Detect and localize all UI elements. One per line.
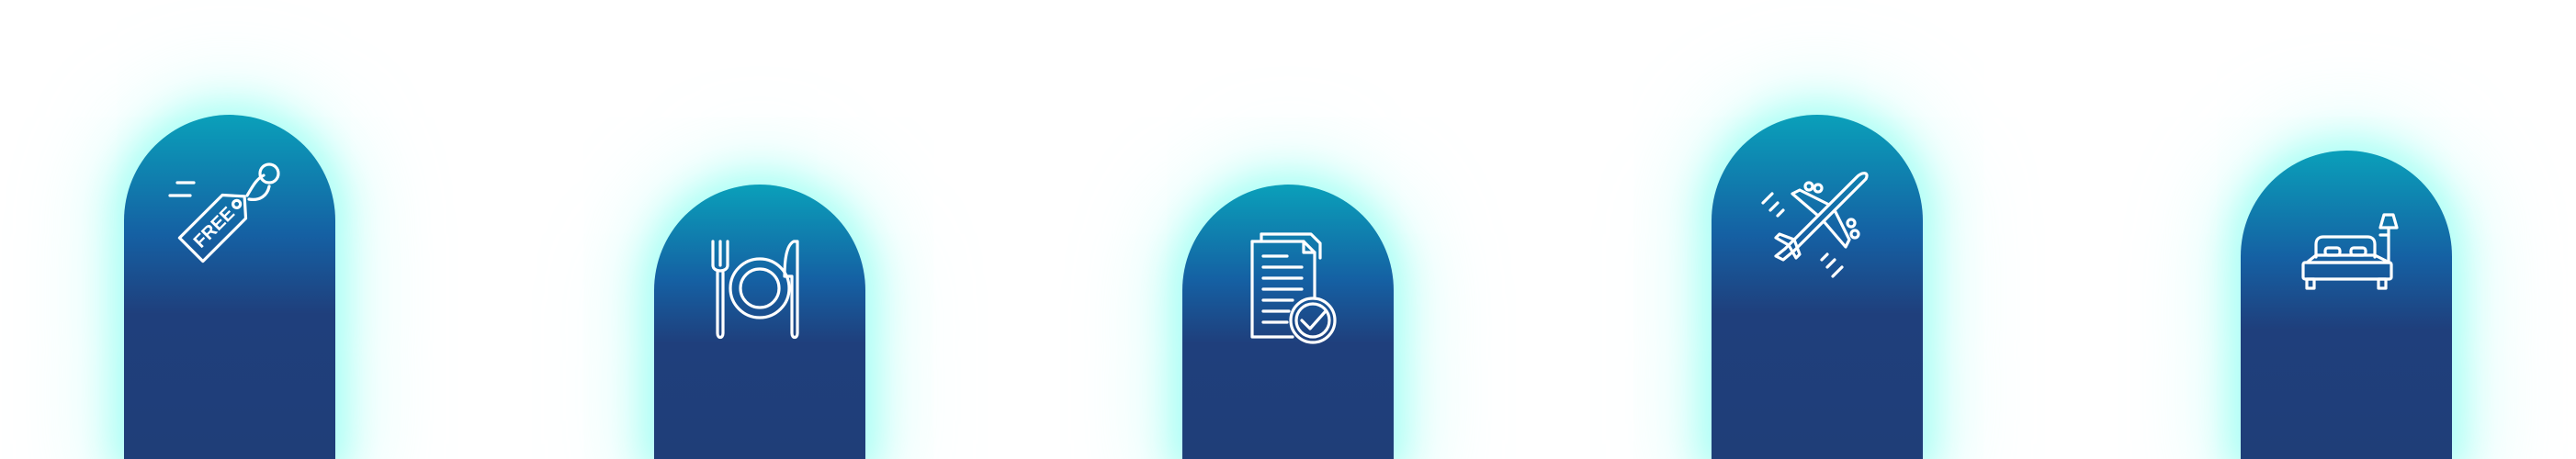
pillar-documents [1182, 185, 1394, 459]
pillar-flights [1712, 115, 1923, 459]
pillar-accommodation [2241, 151, 2452, 459]
hotel-bed-icon [2277, 178, 2415, 316]
document-check-icon [1219, 221, 1357, 359]
free-tag-text: FREE [190, 203, 239, 252]
free-tag-icon: FREE [161, 142, 299, 280]
airplane-icon [1748, 148, 1886, 285]
pillar-free: FREE [124, 115, 335, 459]
pillar-dining [654, 185, 865, 459]
dining-plate-icon [691, 219, 829, 357]
